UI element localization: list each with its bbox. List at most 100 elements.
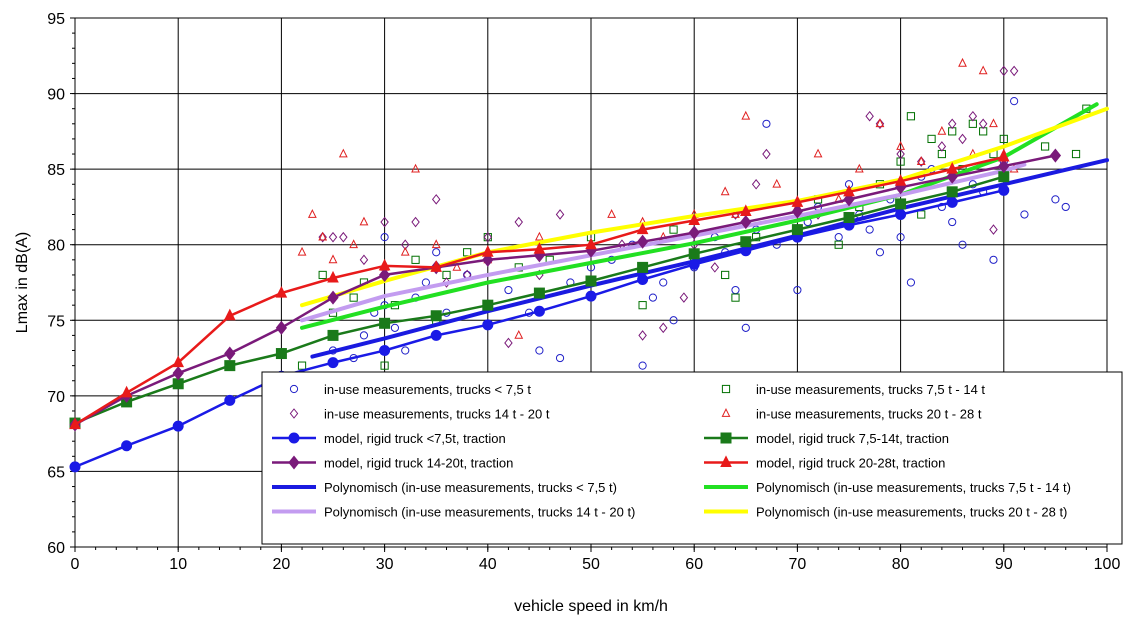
measurement-point: [535, 346, 544, 355]
model-point: [791, 204, 804, 219]
x-tick-label: 10: [169, 556, 187, 573]
measurement-point: [813, 148, 823, 158]
x-tick-label: 20: [273, 556, 291, 573]
measurement-point: [514, 329, 524, 339]
measurement-point: [555, 353, 565, 363]
measurement-point: [906, 278, 916, 287]
model-point: [998, 159, 1010, 174]
measurement-point: [359, 216, 369, 226]
measurement-point: [638, 361, 647, 370]
measurement-point: [328, 231, 338, 243]
model-point: [895, 208, 907, 220]
model-point: [223, 308, 236, 321]
model-point: [843, 212, 855, 224]
measurement-point: [1071, 149, 1081, 159]
model-point: [482, 319, 494, 331]
measurement-point: [741, 323, 750, 332]
legend-item: model, rigid truck 7,5-14t, traction: [704, 431, 949, 446]
legend-item: in-use measurements, trucks 20 t - 28 t: [721, 407, 982, 422]
model-point: [740, 245, 752, 257]
model-point: [946, 196, 958, 208]
measurement-point: [463, 248, 472, 257]
model-point: [636, 222, 649, 235]
measurement-point: [875, 118, 885, 128]
model-point: [585, 275, 597, 287]
legend-marker: [289, 408, 299, 419]
measurement-point: [1061, 202, 1070, 212]
legend-box: [261, 371, 1123, 545]
measurement-point: [338, 148, 348, 158]
x-tick-label: 0: [71, 556, 80, 573]
model-point: [533, 242, 546, 254]
x-tick-label: 70: [789, 556, 807, 573]
measurement-point: [937, 125, 947, 135]
legend-item: Polynomisch (in-use measurements, trucks…: [704, 480, 1071, 495]
model-point: [739, 204, 752, 216]
measurement-point: [751, 178, 761, 190]
measurement-point: [483, 231, 493, 243]
model-point: [894, 174, 907, 186]
x-tick-label: 60: [685, 556, 703, 573]
x-axis-label: vehicle speed in km/h: [514, 598, 668, 615]
plot-frame: [74, 17, 1108, 548]
measurement-point: [927, 134, 936, 144]
measurement-point: [958, 240, 967, 249]
model-point: [430, 310, 442, 322]
model-point: [791, 195, 804, 207]
measurement-point: [431, 239, 441, 249]
model-point: [224, 360, 236, 372]
measurement-point: [669, 225, 678, 234]
model-point: [997, 149, 1010, 162]
measurement-point: [380, 361, 389, 370]
model-point: [791, 224, 803, 236]
measurement-point: [431, 194, 441, 205]
model-point: [637, 261, 649, 273]
measurement-point: [916, 156, 926, 165]
y-tick-label: 70: [47, 389, 65, 406]
measurement-point: [989, 255, 998, 264]
model-point: [172, 420, 184, 432]
legend-label: Polynomisch (in-use measurements, trucks…: [324, 480, 617, 495]
measurement-point: [834, 240, 843, 249]
y-tick-label: 65: [47, 464, 65, 481]
x-tick-label: 90: [995, 556, 1013, 573]
measurement-point: [411, 255, 420, 264]
measurement-point: [534, 231, 544, 241]
measurement-point: [999, 134, 1008, 144]
measurement-point: [400, 246, 410, 256]
model-point: [172, 378, 184, 390]
model-point: [740, 214, 752, 230]
legend-item: in-use measurements, trucks 14 t - 20 t: [289, 407, 550, 422]
measurement-point: [638, 330, 647, 341]
legend-marker: [720, 455, 732, 467]
model-point: [379, 317, 391, 329]
measurement-point: [679, 292, 689, 303]
measurement-point: [1010, 97, 1019, 106]
legend-label: in-use measurements, trucks 7,5 t - 14 t: [756, 382, 985, 397]
model-layer: [69, 148, 1062, 473]
model-point: [533, 287, 545, 299]
measurement-point: [318, 231, 327, 243]
legend-marker: [721, 384, 731, 394]
model-point: [378, 258, 391, 271]
measurement-point: [328, 254, 338, 264]
measurement-point: [710, 262, 720, 273]
measurement-point: [865, 225, 874, 234]
legend-label: model, rigid truck 7,5-14t, traction: [756, 431, 949, 446]
measurement-point: [896, 148, 905, 160]
model-point: [688, 225, 700, 240]
measurement-point: [1020, 210, 1029, 219]
measurement-point: [896, 233, 905, 242]
model-point: [224, 394, 236, 406]
axes: 0 10 20 30 40 50 60 70 80 90 100 60 65 70 75 80 85 90 95: [47, 11, 1120, 573]
measurement-point: [297, 361, 307, 370]
y-tick-label: 75: [47, 313, 65, 330]
x-tick-label: 100: [1094, 556, 1121, 573]
model-point: [482, 299, 494, 311]
model-point: [946, 162, 959, 174]
model-point: [998, 171, 1010, 183]
measurement-point: [762, 119, 771, 128]
model-point: [481, 245, 494, 257]
model-point: [430, 329, 442, 341]
legend-marker: [721, 408, 731, 417]
